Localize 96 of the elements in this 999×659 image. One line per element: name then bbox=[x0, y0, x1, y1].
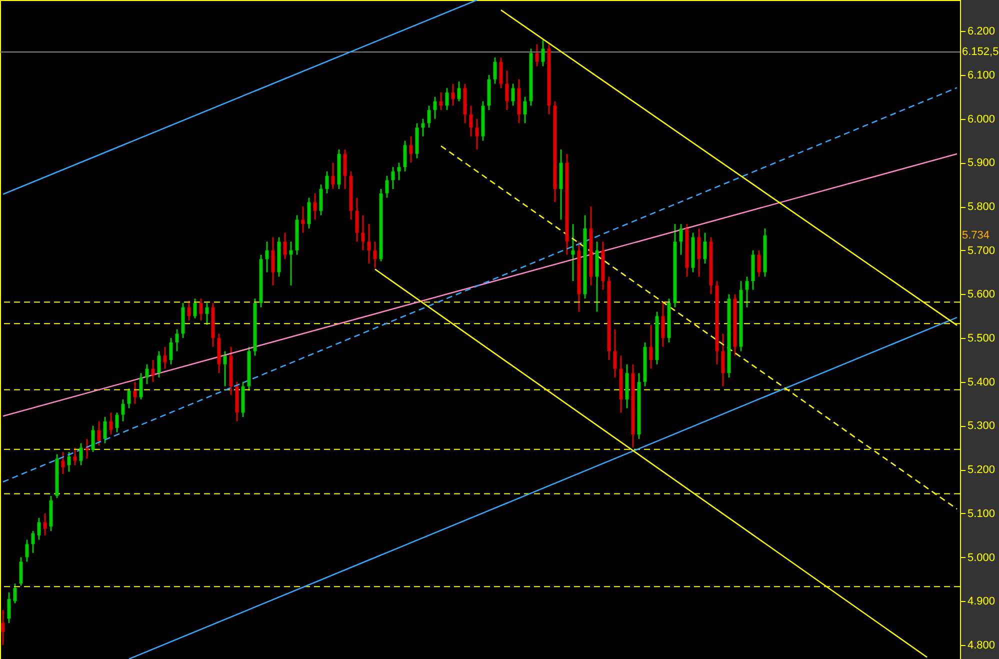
candlestick bbox=[523, 96, 527, 124]
candlestick bbox=[421, 118, 425, 138]
candlestick bbox=[133, 381, 137, 405]
candlestick bbox=[535, 44, 539, 67]
candlestick bbox=[313, 192, 317, 220]
candlestick bbox=[43, 512, 47, 536]
candlestick bbox=[223, 350, 227, 387]
candlestick bbox=[361, 214, 365, 252]
candlestick bbox=[103, 416, 107, 444]
candlestick bbox=[85, 438, 89, 460]
candlestick bbox=[19, 556, 23, 586]
y-tick-label: 5.300 bbox=[968, 420, 996, 432]
candlestick bbox=[703, 232, 707, 264]
candlestick bbox=[571, 223, 575, 282]
y-tick-label: 5.100 bbox=[968, 508, 996, 520]
candlestick bbox=[25, 539, 29, 562]
candlestick bbox=[7, 592, 11, 624]
candlestick bbox=[511, 83, 515, 106]
candlestick bbox=[649, 324, 653, 370]
candlestick bbox=[163, 346, 167, 370]
candlestick bbox=[505, 70, 509, 111]
candlestick bbox=[187, 300, 191, 322]
y-tick-label: 5.700 bbox=[968, 244, 996, 257]
candlestick bbox=[397, 162, 401, 181]
candlestick bbox=[613, 328, 617, 378]
candlestick bbox=[325, 170, 329, 194]
candlestick bbox=[367, 223, 371, 264]
candlestick bbox=[451, 83, 455, 106]
candlestick bbox=[31, 530, 35, 554]
ref-line-label: 6.152,5 bbox=[962, 46, 999, 58]
y-tick-label: 5.500 bbox=[968, 332, 996, 345]
candlestick bbox=[109, 412, 113, 436]
candlestick bbox=[1, 609, 5, 646]
candlestick bbox=[157, 350, 161, 378]
candlestick bbox=[175, 328, 179, 352]
candlestick bbox=[457, 80, 461, 102]
candlestick bbox=[445, 87, 449, 111]
candlestick bbox=[205, 302, 209, 326]
candlestick bbox=[199, 298, 203, 322]
candlestick bbox=[403, 140, 407, 172]
candlestick bbox=[469, 104, 473, 138]
candlestick bbox=[427, 104, 431, 128]
y-tick-label: 6.000 bbox=[968, 113, 996, 126]
candlestick bbox=[61, 451, 65, 475]
candlestick bbox=[757, 250, 761, 278]
y-tick-label: 4.800 bbox=[968, 639, 996, 652]
candlestick bbox=[265, 240, 269, 273]
candlestick bbox=[679, 223, 683, 256]
candlestick bbox=[127, 388, 131, 409]
candlestick bbox=[301, 206, 305, 234]
candlestick bbox=[409, 136, 413, 164]
candlestick bbox=[79, 442, 83, 466]
candlestick bbox=[13, 582, 17, 604]
candlestick bbox=[697, 228, 701, 278]
y-tick-label: 4.900 bbox=[968, 596, 996, 608]
y-tick-label: 5.400 bbox=[968, 376, 996, 388]
candlestick bbox=[385, 175, 389, 198]
candlestick bbox=[433, 96, 437, 120]
candlestick bbox=[745, 276, 749, 308]
y-tick-label: 6.100 bbox=[968, 69, 996, 82]
y-tick-label: 5.600 bbox=[968, 288, 996, 301]
text: 5.734 bbox=[962, 229, 990, 242]
candlestick bbox=[115, 412, 119, 434]
candlestick bbox=[355, 197, 359, 242]
candlestick bbox=[37, 517, 41, 540]
candlestick bbox=[193, 298, 197, 320]
y-tick-label: 5.900 bbox=[968, 157, 996, 170]
candlestick bbox=[145, 364, 149, 385]
candlestick bbox=[661, 302, 665, 348]
candlestick bbox=[307, 197, 311, 230]
candlestick bbox=[97, 420, 101, 446]
candlestick bbox=[391, 166, 395, 190]
candlestick bbox=[343, 148, 347, 190]
candlestick bbox=[475, 118, 479, 150]
candlestick bbox=[319, 184, 323, 216]
candlestick bbox=[121, 398, 125, 422]
candlestick bbox=[169, 337, 173, 366]
candlestick bbox=[139, 372, 143, 400]
candlestick bbox=[271, 236, 275, 286]
y-tick-label: 5.800 bbox=[968, 201, 996, 214]
candlestick bbox=[73, 446, 77, 466]
y-tick-label: 5.200 bbox=[968, 464, 996, 476]
candlestick bbox=[91, 425, 95, 453]
candlestick bbox=[151, 359, 155, 383]
y-tick-label: 5.000 bbox=[968, 552, 996, 564]
candlestick bbox=[67, 451, 71, 472]
candlestick bbox=[373, 240, 377, 269]
y-tick-label: 6.200 bbox=[968, 26, 996, 38]
candlestick bbox=[331, 162, 335, 190]
candlestick bbox=[493, 56, 497, 84]
candlestick bbox=[721, 332, 725, 387]
candlestick bbox=[283, 232, 287, 260]
candlestick bbox=[289, 240, 293, 286]
candlestick bbox=[499, 56, 503, 89]
candlestick bbox=[541, 39, 545, 67]
candlestick bbox=[439, 92, 443, 111]
